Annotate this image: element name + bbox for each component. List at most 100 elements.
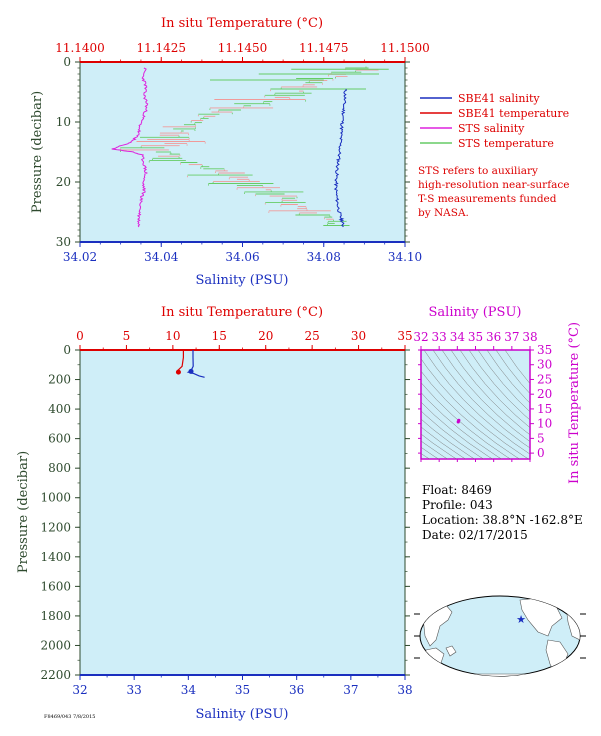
full-profile-toptick-label: 10	[165, 329, 180, 343]
sts-note-line-3: T-S measurements funded	[418, 193, 557, 205]
sts-note-line-1: STS refers to auxiliary	[418, 165, 538, 177]
ts-density-contour	[423, 350, 530, 455]
float-location-star: ★	[516, 613, 526, 626]
ts-density-contour	[486, 350, 530, 404]
ts-density-contour	[421, 433, 457, 459]
full-profile-ytick-label: 2200	[40, 668, 71, 682]
ts-density-contour	[495, 350, 530, 395]
full-profile-ytick-label: 1200	[40, 520, 71, 534]
float-number: Float: 8469	[422, 483, 492, 497]
ts-density-contour	[468, 350, 530, 421]
full-profile-xtick-label: 35	[235, 683, 250, 697]
ts-density-contour	[450, 350, 530, 436]
ts-density-contour	[421, 418, 475, 459]
ts-density-contour	[421, 358, 529, 459]
ts-xtick-label: 35	[468, 330, 483, 344]
ts-ytick-label: 25	[537, 372, 552, 386]
full-profile-toptick-label: 0	[76, 329, 84, 343]
sts-note-line-4: by NASA.	[418, 207, 469, 219]
ts-xtick-label: 38	[522, 330, 537, 344]
full-profile-ytick-label: 200	[48, 373, 71, 387]
sbe41-salinity-line	[333, 88, 348, 228]
full-profile-ytick-label: 400	[48, 402, 71, 416]
full-profile-ytick-label: 800	[48, 461, 71, 475]
full-profile-xtick-label: 36	[289, 683, 304, 697]
ts-ylabel: In situ Temperature (°C)	[567, 322, 582, 484]
full-profile-ytick-label: 0	[63, 343, 71, 357]
ts-xtick-label: 33	[432, 330, 447, 344]
full-profile-xtick-label: 33	[127, 683, 142, 697]
near-surface-xlabel: Salinity (PSU)	[196, 273, 289, 288]
ts-density-contour	[421, 440, 448, 459]
world-map: ★	[414, 595, 586, 677]
land-australia	[424, 647, 445, 673]
near-surface-ylabel: Pressure (decibar)	[30, 91, 45, 213]
full-profile-toptick-label: 20	[258, 329, 273, 343]
full-profile-ytick-label: 600	[48, 432, 71, 446]
ts-xtick-label: 32	[413, 330, 428, 344]
map-tick-marks	[414, 613, 586, 659]
near-surface-xtick-label: 34.02	[63, 250, 97, 264]
near-surface-series	[111, 67, 348, 228]
near-surface-ytick-label: 0	[63, 55, 71, 69]
legend: SBE41 salinity SBE41 temperature STS sal…	[420, 92, 569, 150]
ts-xtick-label: 37	[504, 330, 519, 344]
ts-xtick-label: 36	[486, 330, 501, 344]
near-surface-toptick-label: 11.1400	[55, 41, 105, 55]
sts-note-line-2: high-resolution near-surface	[418, 179, 569, 191]
sts-note: STS refers to auxiliary high-resolution …	[418, 165, 569, 219]
full-profile-toptick-label: 25	[305, 329, 320, 343]
ts-density-contours	[421, 350, 530, 459]
full-profile-ytick-label: 1800	[40, 609, 71, 623]
ts-density-contour	[421, 401, 493, 459]
full-profile-toptick-label: 5	[123, 329, 131, 343]
ts-density-contour	[421, 447, 439, 459]
full-profile-panel	[79, 349, 406, 676]
full-profile-title: In situ Temperature (°C)	[161, 305, 323, 320]
full-profile-ytick-label: 1600	[40, 579, 71, 593]
float-location: Location: 38.8°N -162.8°E	[422, 513, 583, 527]
full-profile-xtick-label: 38	[397, 683, 412, 697]
ts-xtick-label: 34	[450, 330, 466, 344]
ts-ytick-label: 20	[537, 387, 552, 401]
ts-point	[457, 418, 461, 423]
ts-ytick-label: 35	[537, 343, 552, 357]
near-surface-xtick-label: 34.04	[144, 250, 179, 264]
near-surface-toptick-label: 11.1500	[380, 41, 430, 55]
near-surface-ytick-label: 10	[56, 115, 71, 129]
near-surface-ytick-label: 20	[56, 175, 71, 189]
sts-temperature-steps	[119, 66, 389, 226]
full-profile-ylabel: Pressure (decibar)	[16, 451, 31, 573]
ts-ytick-label: 5	[537, 431, 545, 445]
ts-density-contour	[441, 350, 530, 442]
ts-density-contour	[504, 350, 530, 384]
ts-density-contour	[477, 350, 530, 413]
ts-points	[456, 418, 461, 424]
ts-density-contour	[459, 350, 530, 429]
footer-code: F8469/043 7/8/2015	[44, 714, 95, 720]
salinity-marker	[188, 368, 194, 374]
legend-sbe41-temperature: SBE41 temperature	[458, 107, 569, 120]
ts-density-contour	[421, 426, 466, 459]
near-surface-toptick-label: 11.1450	[218, 41, 268, 55]
ts-ytick-label: 15	[537, 402, 552, 416]
full-profile-ytick-label: 2000	[40, 638, 71, 652]
temperature-marker	[175, 369, 181, 375]
profile-date: Date: 02/17/2015	[422, 528, 528, 542]
ts-density-contour	[432, 350, 530, 449]
near-surface-toptick-label: 11.1475	[299, 41, 349, 55]
full-profile-ticks: 32 33 34 35 36 37 38 0 5 10 15 20 25 30 35 0 200 400 600 80…	[40, 329, 412, 697]
full-profile-toptick-label: 15	[212, 329, 227, 343]
full-profile-xlabel: Salinity (PSU)	[196, 707, 289, 722]
full-profile-toptick-label: 35	[397, 329, 412, 343]
near-surface-xtick-label: 34.08	[307, 250, 341, 264]
full-profile-toptick-label: 30	[351, 329, 366, 343]
land-islands	[445, 645, 457, 657]
legend-sts-temperature: STS temperature	[458, 137, 554, 150]
profile-number: Profile: 043	[422, 498, 493, 512]
sts-salinity-line	[111, 67, 149, 228]
ts-title: Salinity (PSU)	[429, 305, 522, 320]
ts-density-contour	[421, 392, 502, 459]
